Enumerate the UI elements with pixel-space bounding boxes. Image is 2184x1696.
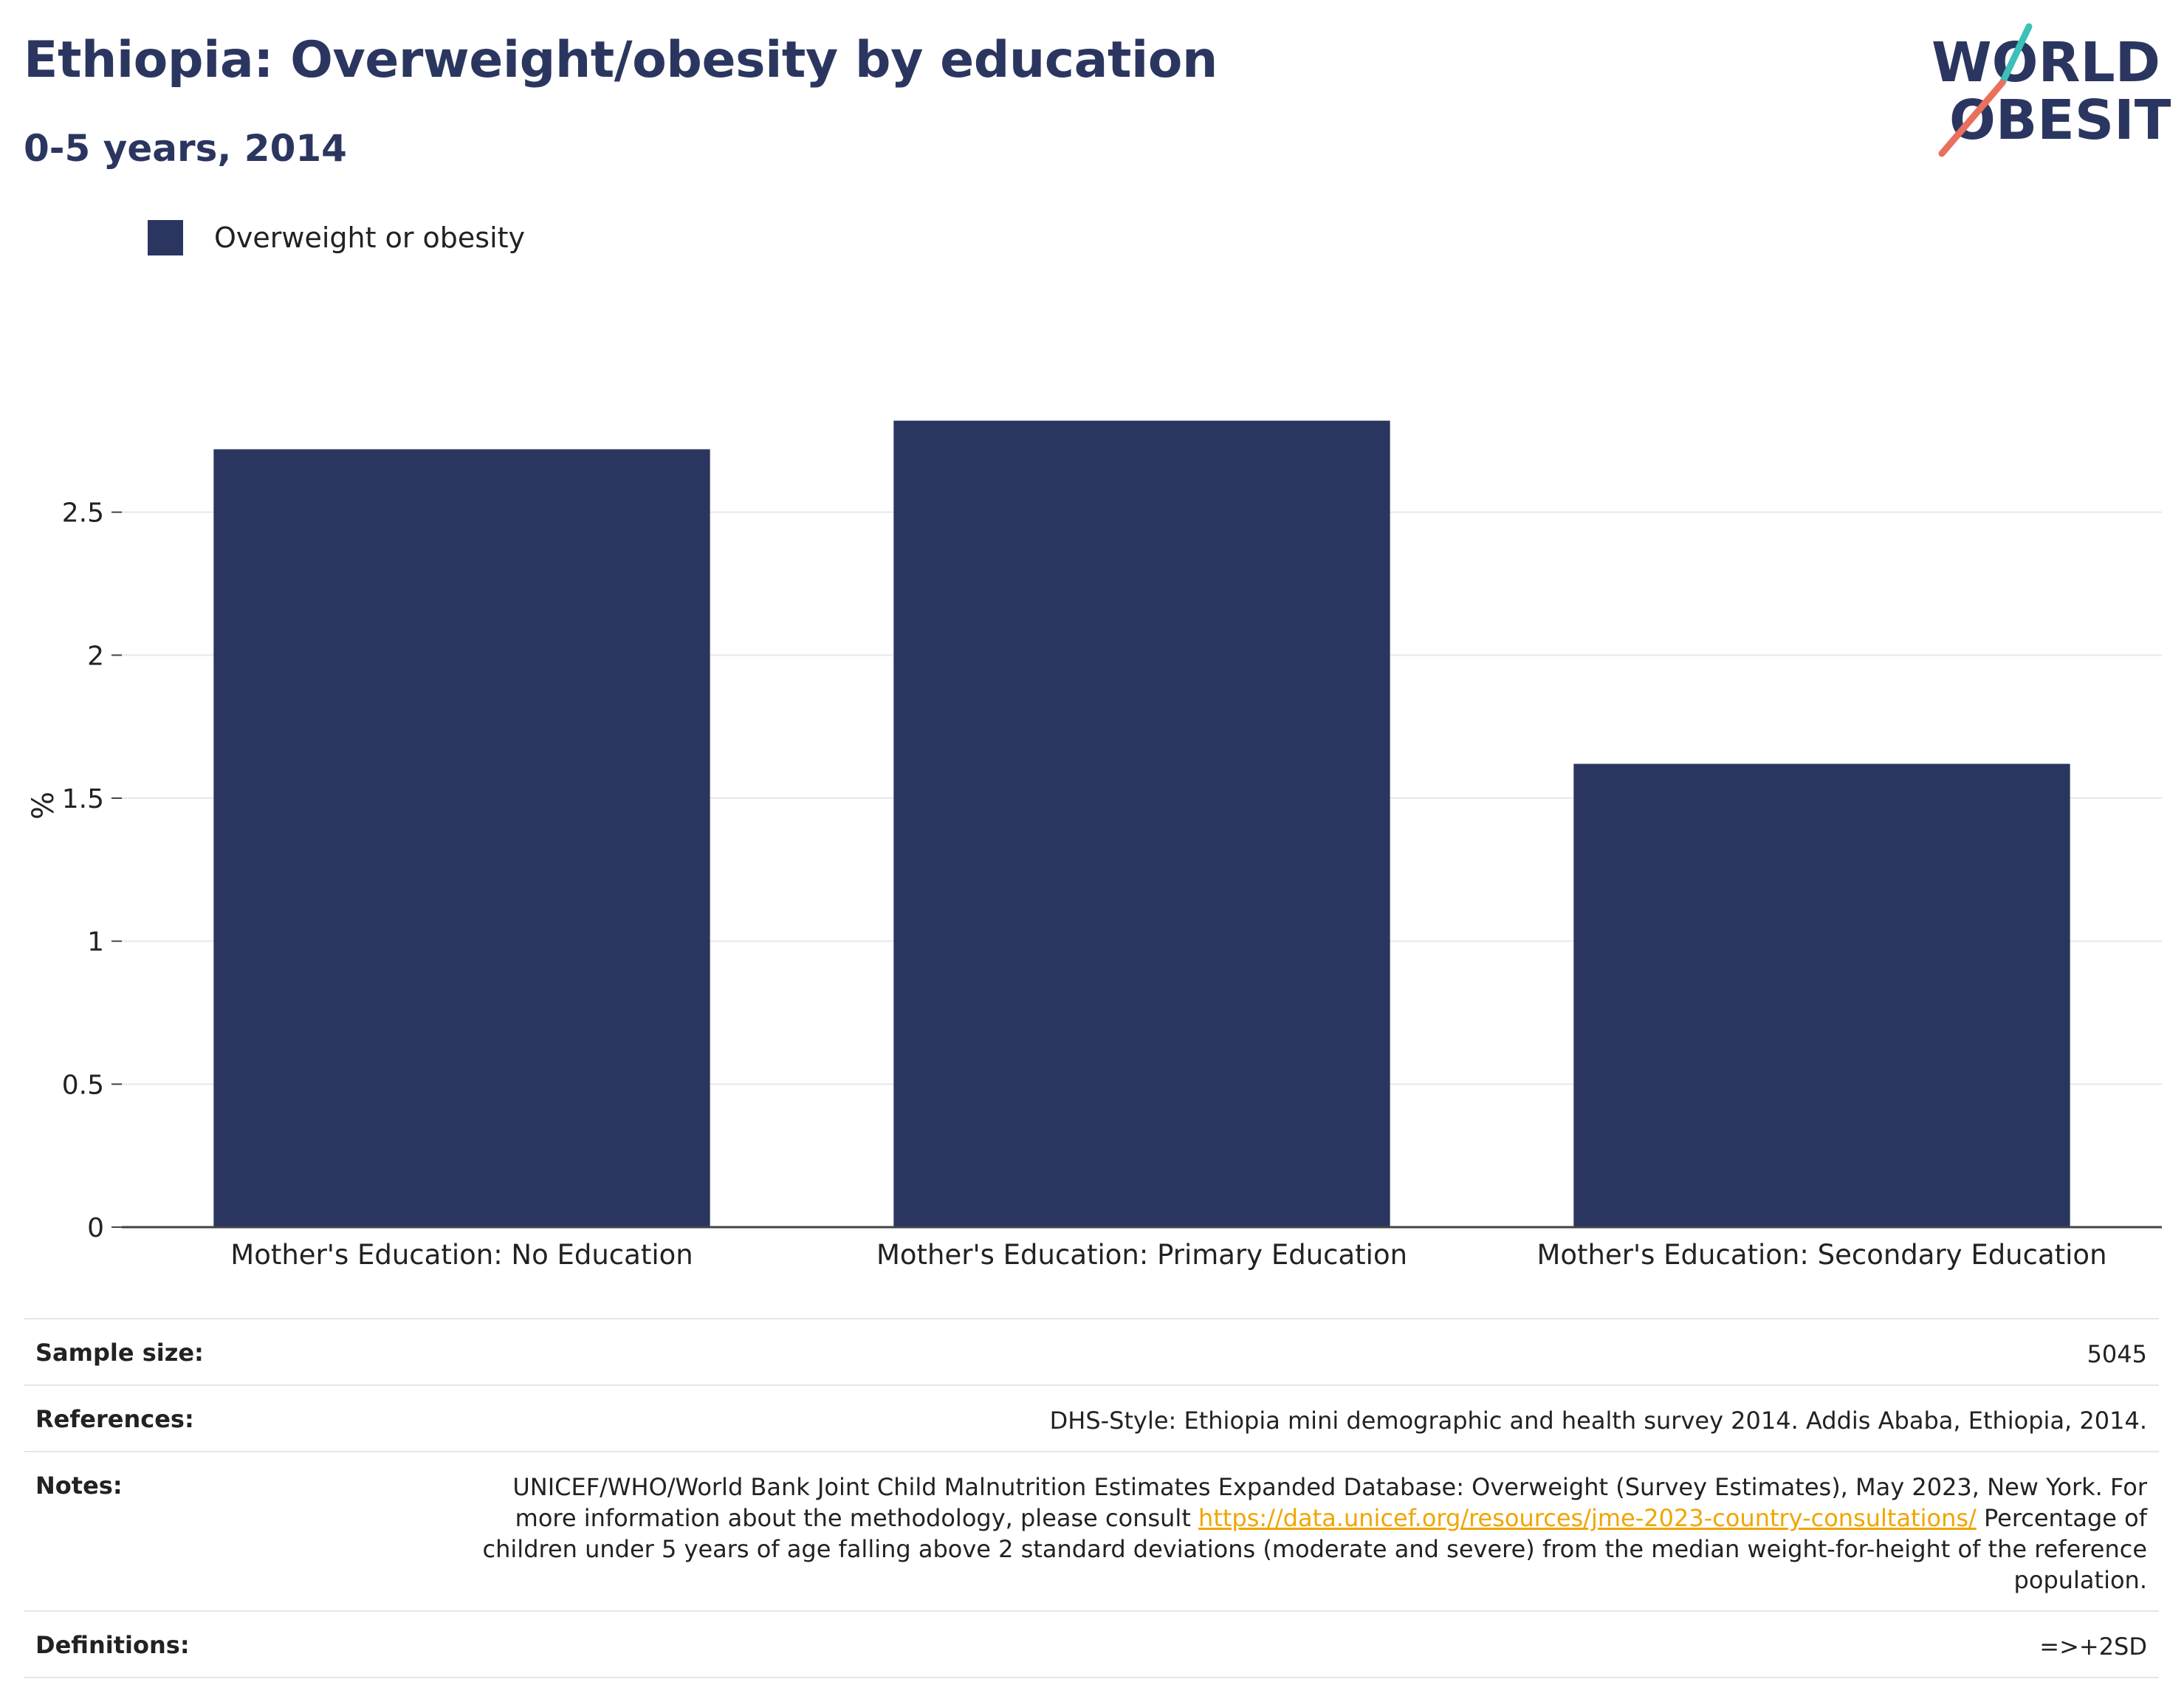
notes-value: UNICEF/WHO/World Bank Joint Child Malnut… [449, 1472, 2147, 1596]
bar [1573, 763, 2070, 1227]
legend-label: Overweight or obesity [214, 222, 526, 254]
y-tick-label: 1.5 [62, 784, 104, 814]
notes-link[interactable]: https://data.unicef.org/resources/jme-20… [1198, 1504, 1977, 1532]
definitions-label: Definitions: [35, 1631, 190, 1659]
x-tick-label: Mother's Education: Primary Education [876, 1239, 1407, 1271]
logo-slash-teal [1999, 23, 2033, 86]
sample-size-value: 5045 [2087, 1340, 2147, 1368]
notes-text-before-link: UNICEF/WHO/World Bank Joint Child Malnut… [512, 1473, 2147, 1532]
chart-legend: Overweight or obesity [148, 220, 525, 255]
y-tick-label: 1 [87, 927, 104, 958]
info-table: Sample size: 5045 References: DHS-Style:… [24, 1318, 2159, 1678]
x-tick-label: Mother's Education: No Education [230, 1239, 693, 1271]
axes: 0 0.5 1 1.5 2 2.5 Mother's Education: No Educa… [27, 498, 2162, 1271]
world-obesity-logo: WORLD OBESITY [1931, 23, 2171, 157]
x-tick-label: Mother's Education: Secondary Education [1536, 1239, 2106, 1271]
y-axis-title: % [27, 792, 61, 820]
info-row-notes: Notes: UNICEF/WHO/World Bank Joint Child… [24, 1452, 2159, 1612]
y-tick-label: 0 [87, 1213, 104, 1243]
info-row-references: References: DHS-Style: Ethiopia mini dem… [24, 1386, 2159, 1452]
logo-word-world: WORLD [1931, 31, 2160, 95]
legend-swatch [148, 220, 183, 255]
info-row-sample-size: Sample size: 5045 [24, 1319, 2159, 1386]
info-row-definitions: Definitions: =>+2SD [24, 1612, 2159, 1678]
notes-label: Notes: [35, 1472, 123, 1500]
bar [893, 420, 1390, 1227]
y-tick-label: 0.5 [62, 1070, 104, 1100]
chart-subtitle: 0-5 years, 2014 [24, 127, 347, 170]
bar [213, 449, 710, 1227]
bars [213, 420, 2070, 1227]
sample-size-label: Sample size: [35, 1339, 204, 1367]
chart-title: Ethiopia: Overweight/obesity by educatio… [24, 31, 1218, 89]
y-tick-label: 2 [87, 641, 104, 671]
notes-text-after-link: Percentage of children under 5 years of … [482, 1504, 2147, 1594]
y-tick-label: 2.5 [62, 498, 104, 529]
definitions-value: =>+2SD [2039, 1633, 2147, 1661]
logo-slash-coral [1938, 79, 2006, 157]
references-value: DHS-Style: Ethiopia mini demographic and… [1049, 1407, 2147, 1435]
references-label: References: [35, 1405, 194, 1433]
bar-chart: 0 0.5 1 1.5 2 2.5 Mother's Education: No Educa… [27, 420, 2162, 1271]
